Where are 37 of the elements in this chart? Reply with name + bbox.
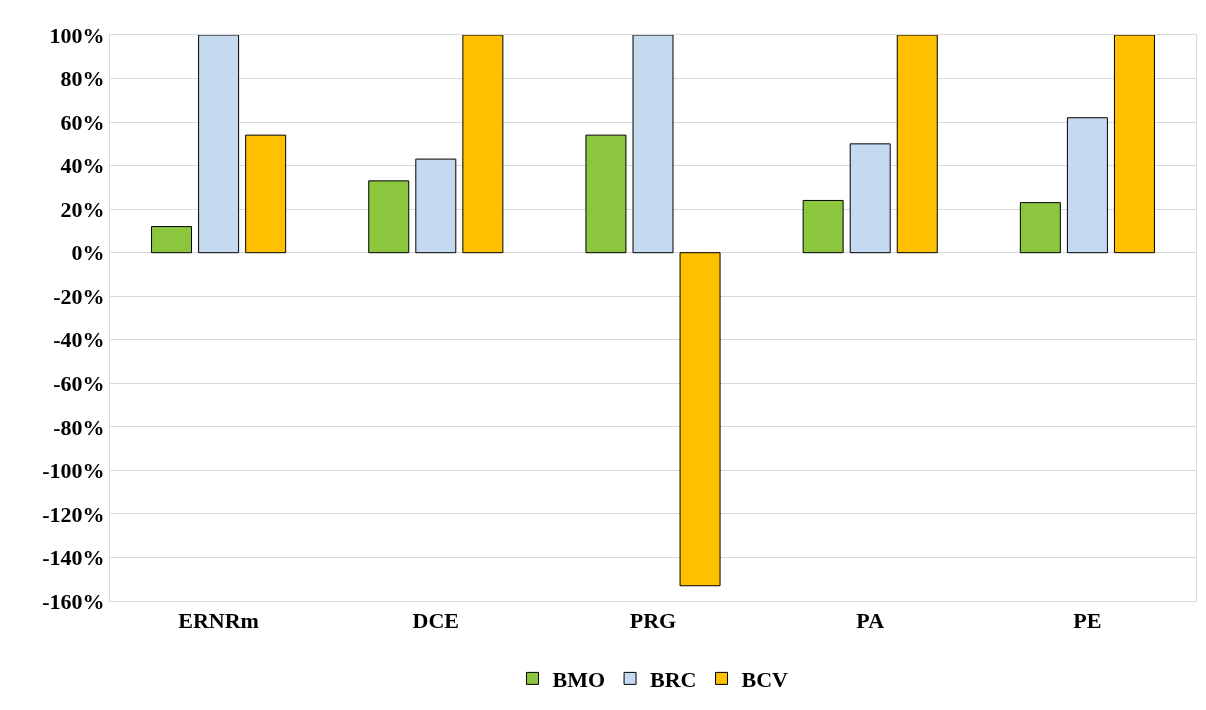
y-tick-label: -20% (53, 283, 105, 309)
y-tick-label: -100% (42, 458, 105, 484)
bar (632, 35, 674, 254)
y-tick-label: 100% (49, 22, 105, 48)
y-tick-label: 40% (60, 153, 105, 179)
bar (368, 180, 410, 254)
bar (198, 35, 240, 254)
y-tick-label: 60% (60, 109, 105, 135)
legend-label: BRC (650, 666, 697, 692)
y-tick-label: 0% (71, 240, 105, 266)
y-tick-label: 20% (60, 196, 105, 222)
bar (585, 134, 627, 254)
bar (462, 35, 504, 254)
y-tick-label: -80% (53, 414, 105, 440)
y-tick-label: -60% (53, 371, 105, 397)
bar (802, 199, 844, 254)
x-tick-label: PE (1073, 608, 1102, 634)
legend-label: BCV (741, 666, 789, 692)
bar (1019, 202, 1061, 254)
bar (679, 252, 721, 587)
y-tick-label: -160% (42, 588, 105, 614)
bar (151, 226, 193, 254)
bar (415, 158, 457, 254)
bar (849, 143, 891, 254)
bar (896, 35, 938, 254)
y-tick-label: 80% (60, 66, 105, 92)
x-tick-label: ERNRm (178, 608, 259, 634)
x-tick-label: DCE (412, 608, 460, 634)
y-tick-label: -120% (42, 501, 105, 527)
bar (1066, 117, 1108, 254)
bar (245, 134, 287, 254)
x-tick-label: PRG (629, 608, 677, 634)
y-tick-label: -40% (53, 327, 105, 353)
bar (1113, 35, 1155, 254)
y-tick-label: -140% (42, 545, 105, 571)
legend-label: BMO (552, 666, 606, 692)
x-tick-label: PA (856, 608, 885, 634)
